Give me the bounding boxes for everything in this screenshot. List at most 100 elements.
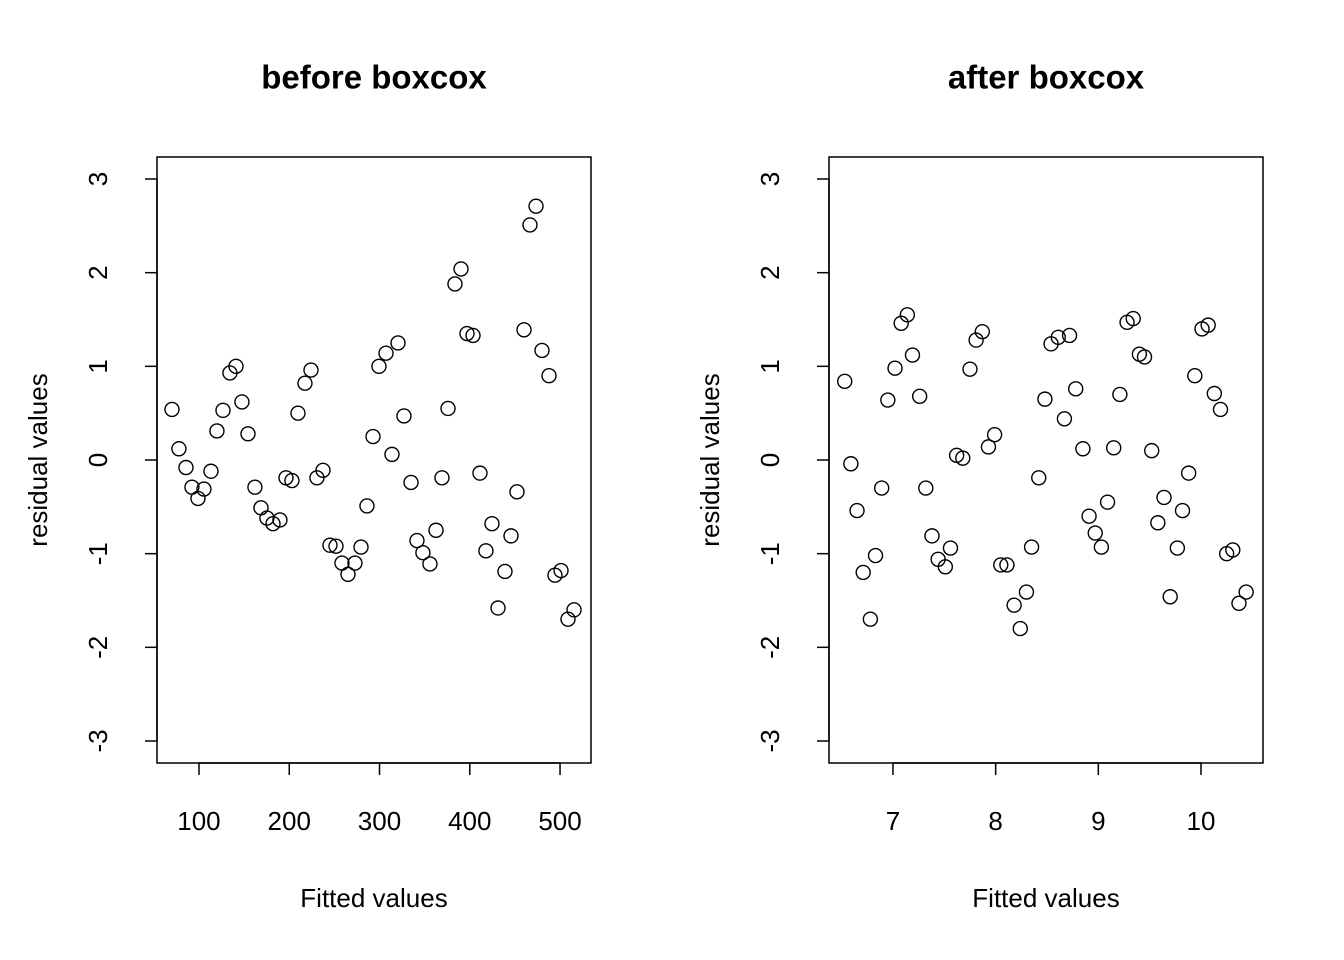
point bbox=[1075, 441, 1091, 457]
point bbox=[497, 563, 513, 580]
x-tick-label: 400 bbox=[448, 806, 491, 836]
point bbox=[171, 441, 187, 457]
point bbox=[522, 217, 538, 233]
x-tick-label: 500 bbox=[538, 806, 581, 836]
point bbox=[315, 462, 331, 479]
point bbox=[516, 322, 532, 338]
point bbox=[422, 556, 438, 572]
point bbox=[203, 463, 219, 479]
point bbox=[1099, 494, 1116, 510]
point bbox=[553, 562, 569, 579]
point bbox=[290, 405, 306, 421]
point bbox=[209, 423, 225, 439]
point bbox=[566, 602, 582, 618]
point bbox=[1225, 542, 1241, 558]
point bbox=[541, 368, 557, 384]
point bbox=[459, 325, 475, 342]
point bbox=[1156, 489, 1172, 506]
point bbox=[1125, 310, 1141, 327]
point bbox=[240, 426, 256, 442]
point bbox=[849, 502, 865, 519]
point bbox=[1031, 470, 1047, 486]
point bbox=[215, 402, 231, 419]
point bbox=[1061, 327, 1078, 344]
point bbox=[490, 600, 506, 616]
point bbox=[359, 498, 375, 514]
point bbox=[472, 465, 488, 481]
point bbox=[942, 540, 959, 556]
chart-title: before boxcox bbox=[261, 59, 487, 96]
point bbox=[403, 474, 419, 491]
point bbox=[1238, 584, 1254, 600]
x-axis-label: Fitted values bbox=[972, 883, 1119, 913]
point bbox=[196, 481, 212, 497]
point bbox=[911, 388, 928, 405]
point bbox=[371, 358, 387, 375]
x-tick-label: 7 bbox=[886, 806, 900, 836]
point bbox=[873, 480, 890, 496]
point bbox=[904, 347, 921, 363]
point bbox=[322, 537, 338, 553]
point bbox=[247, 479, 263, 495]
point bbox=[297, 375, 313, 391]
point bbox=[228, 358, 244, 375]
point bbox=[986, 427, 1003, 443]
y-tick-label: 3 bbox=[755, 172, 785, 186]
y-tick-label: 2 bbox=[83, 265, 113, 279]
point bbox=[962, 361, 978, 377]
point bbox=[384, 446, 400, 463]
x-tick-label: 9 bbox=[1091, 806, 1105, 836]
chart-title: after boxcox bbox=[948, 59, 1145, 96]
point bbox=[478, 543, 494, 559]
point bbox=[924, 528, 940, 544]
point bbox=[396, 408, 412, 424]
point bbox=[347, 555, 363, 571]
y-tick-label: 1 bbox=[83, 359, 113, 373]
point bbox=[862, 611, 879, 627]
point bbox=[434, 470, 450, 486]
point bbox=[528, 198, 544, 214]
point bbox=[993, 557, 1009, 573]
point bbox=[1056, 411, 1073, 427]
plot-frame bbox=[828, 156, 1264, 764]
y-tick-label: -1 bbox=[755, 542, 785, 565]
point bbox=[1169, 540, 1186, 556]
point bbox=[284, 472, 300, 489]
point bbox=[1050, 329, 1066, 346]
point bbox=[887, 360, 903, 376]
point bbox=[409, 532, 425, 549]
point bbox=[534, 342, 550, 359]
point bbox=[1136, 349, 1153, 365]
point bbox=[365, 428, 381, 445]
y-tick-label: -3 bbox=[83, 729, 113, 752]
point bbox=[1106, 440, 1122, 456]
y-tick-label: 0 bbox=[83, 453, 113, 467]
point bbox=[484, 515, 500, 532]
point bbox=[843, 456, 859, 472]
point bbox=[1018, 584, 1035, 600]
point bbox=[918, 480, 934, 496]
y-axis-label: residual values bbox=[23, 373, 53, 546]
y-axis-label: residual values bbox=[695, 373, 725, 546]
point bbox=[1212, 401, 1229, 418]
point bbox=[1150, 515, 1166, 531]
y-tick-label: -3 bbox=[755, 729, 785, 752]
y-tick-label: -2 bbox=[83, 636, 113, 659]
point bbox=[440, 400, 456, 417]
point bbox=[1037, 391, 1053, 407]
point bbox=[1231, 595, 1247, 612]
point bbox=[415, 545, 431, 561]
x-axis-label: Fitted values bbox=[300, 883, 447, 913]
point bbox=[259, 510, 275, 526]
x-tick-label: 100 bbox=[177, 806, 220, 836]
point bbox=[272, 512, 288, 528]
point bbox=[974, 323, 990, 340]
point bbox=[880, 392, 896, 408]
y-tick-label: -1 bbox=[83, 542, 113, 565]
point bbox=[178, 459, 194, 476]
point bbox=[1006, 597, 1022, 613]
point bbox=[1174, 502, 1191, 519]
point bbox=[428, 522, 444, 538]
x-tick-label: 8 bbox=[988, 806, 1002, 836]
